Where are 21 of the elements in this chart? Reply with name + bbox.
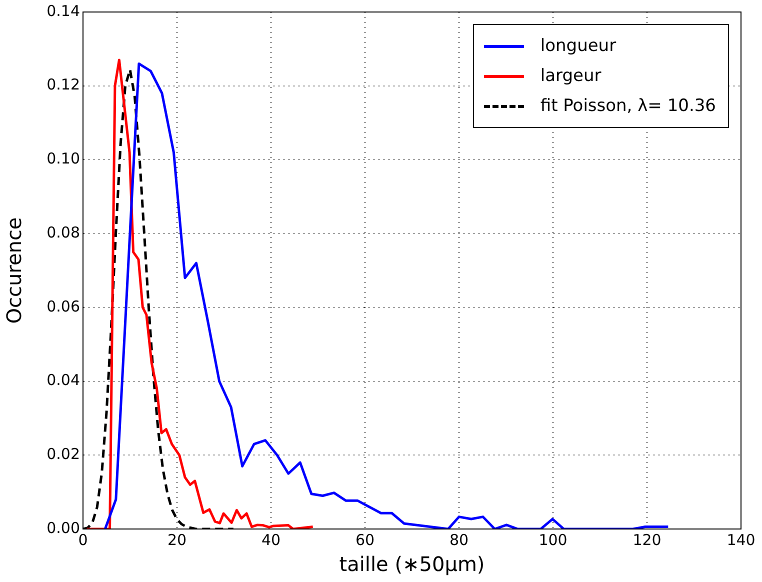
x-tick-label: 80 (449, 530, 469, 549)
y-tick-label: 0.02 (46, 445, 80, 464)
legend-label: largeur (540, 66, 602, 86)
y-tick-label: 0.14 (46, 2, 80, 20)
x-axis-title: taille (∗50μm) (339, 552, 485, 576)
x-tick-label: 0 (78, 530, 88, 549)
y-tick-label: 0.10 (46, 150, 80, 168)
y-tick-label: 0.08 (46, 223, 80, 242)
x-tick-label: 40 (261, 530, 281, 549)
x-tick-label: 20 (167, 530, 187, 549)
x-tick-label: 60 (355, 530, 375, 549)
y-axis-title: Occurence (2, 217, 26, 324)
y-tick-label: 0.00 (46, 518, 80, 537)
y-tick-label: 0.12 (46, 76, 80, 94)
y-tick-label: 0.06 (46, 297, 80, 316)
x-tick-label: 100 (538, 530, 568, 549)
x-tick-label: 120 (632, 530, 662, 549)
legend-label: fit Poisson, λ= 10.36 (540, 96, 716, 116)
x-tick-label: 140 (726, 530, 756, 549)
legend-label: longueur (540, 36, 616, 56)
y-tick-label: 0.04 (46, 371, 80, 390)
